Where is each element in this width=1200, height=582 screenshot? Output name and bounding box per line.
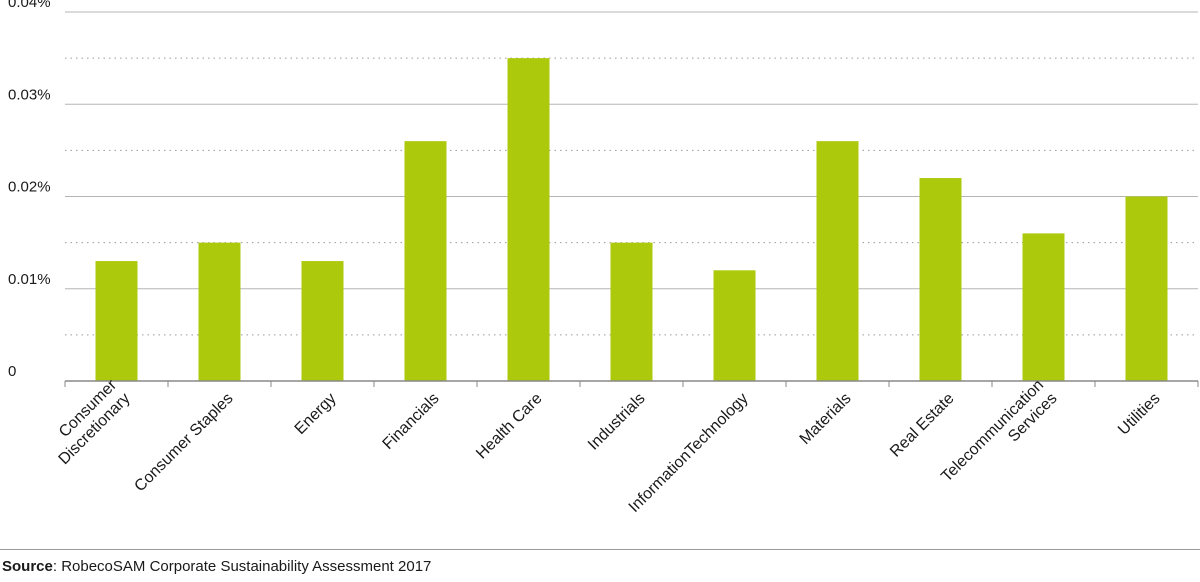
bar bbox=[1125, 196, 1168, 381]
source-note: Source: RobecoSAM Corporate Sustainabili… bbox=[2, 558, 431, 575]
bars bbox=[95, 58, 1168, 381]
y-tick-label: 0.01% bbox=[8, 271, 51, 288]
y-tick-label: 0 bbox=[8, 363, 16, 380]
x-tick-label: Financials bbox=[380, 390, 443, 453]
y-tick-label: 0.03% bbox=[8, 86, 51, 103]
x-tick-label: Energy bbox=[292, 390, 340, 438]
footer-divider bbox=[0, 549, 1200, 550]
x-tick-label: Materials bbox=[797, 390, 855, 448]
bar bbox=[713, 270, 756, 381]
x-tick-label: ConsumerDiscretionary bbox=[42, 376, 134, 468]
x-tick-label: Consumer Staples bbox=[131, 390, 236, 495]
y-axis-tick-labels: 0 0.01% 0.02% 0.03% 0.04% bbox=[8, 0, 51, 380]
bar bbox=[507, 58, 550, 381]
x-tick-label: Real Estate bbox=[887, 390, 958, 461]
y-tick-label: 0.02% bbox=[8, 179, 51, 196]
bar bbox=[95, 261, 138, 381]
bar bbox=[610, 242, 653, 381]
bar-chart: 0 0.01% 0.02% 0.03% 0.04% ConsumerDiscretion… bbox=[8, 0, 1199, 516]
bar bbox=[919, 178, 962, 381]
y-tick-label: 0.04% bbox=[8, 0, 51, 11]
bar bbox=[404, 141, 447, 381]
x-tick-label: Health Care bbox=[473, 390, 545, 462]
x-tick-label: Industrials bbox=[585, 390, 649, 454]
bar bbox=[198, 242, 241, 381]
x-axis bbox=[64, 380, 1199, 387]
source-label: Source bbox=[2, 558, 53, 575]
bar bbox=[1022, 233, 1065, 381]
source-text: : RobecoSAM Corporate Sustainability Ass… bbox=[52, 558, 432, 575]
bar bbox=[816, 141, 859, 381]
x-tick-label: Utilities bbox=[1115, 390, 1163, 438]
bar bbox=[301, 261, 344, 381]
x-tick-label: TelecommunicationServices bbox=[938, 377, 1060, 499]
x-tick-label: InformationTechnology bbox=[626, 390, 752, 516]
